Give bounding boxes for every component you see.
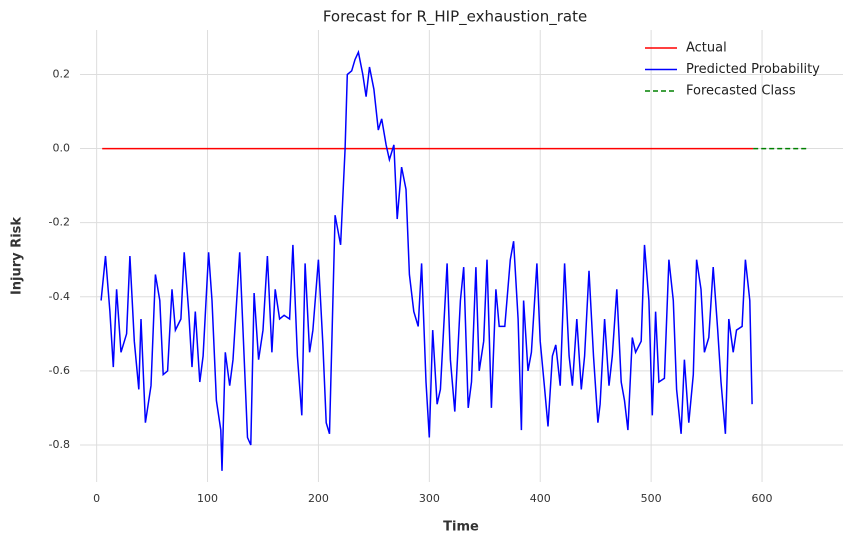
y-tick-label: -0.4 [49, 290, 70, 303]
chart-title: Forecast for R_HIP_exhaustion_rate [323, 8, 587, 27]
y-tick-label: -0.2 [49, 216, 70, 229]
legend-label: Forecasted Class [686, 84, 796, 99]
x-tick-label: 400 [530, 492, 551, 505]
x-tick-label: 600 [752, 492, 773, 505]
y-tick-label: -0.6 [49, 364, 70, 377]
x-axis-label: Time [443, 520, 479, 535]
x-tick-label: 0 [93, 492, 100, 505]
y-tick-label: 0.0 [53, 142, 71, 155]
legend-label: Predicted Probability [686, 62, 820, 77]
y-axis-label: Injury Risk [10, 217, 25, 295]
x-tick-label: 200 [308, 492, 329, 505]
y-tick-label: 0.2 [53, 67, 71, 80]
y-tick-label: -0.8 [49, 438, 70, 451]
legend: Actual Predicted Probability Forecasted Cl… [645, 41, 820, 99]
x-tick-label: 500 [641, 492, 662, 505]
legend-label: Actual [686, 41, 727, 56]
series-line [100, 49, 753, 471]
x-tick-label: 100 [197, 492, 218, 505]
x-tick-label: 300 [419, 492, 440, 505]
